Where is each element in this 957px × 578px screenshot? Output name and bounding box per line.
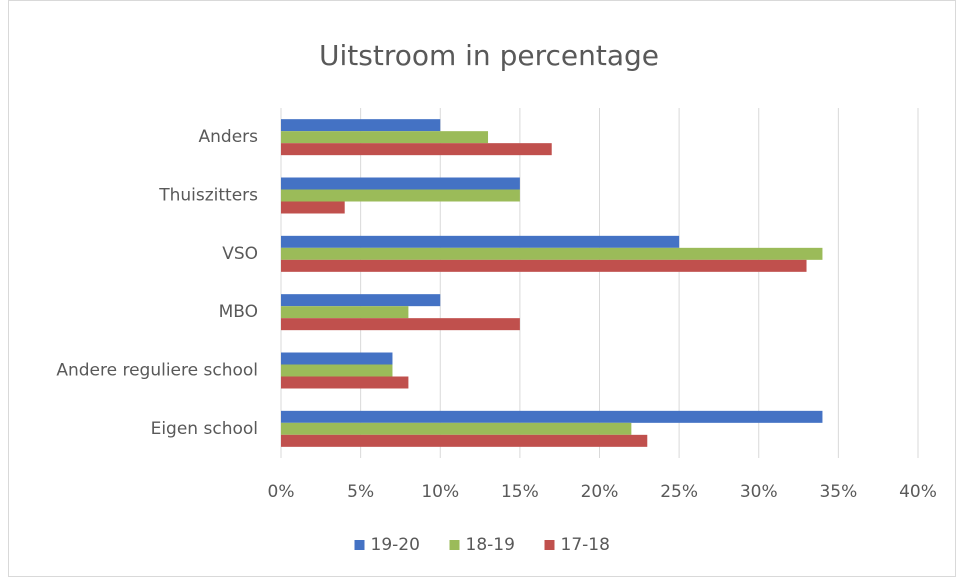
x-tick-label: 20% [581, 482, 619, 502]
chart-frame [8, 0, 956, 577]
bar [281, 376, 409, 389]
bar [281, 177, 520, 190]
legend-swatch [354, 540, 365, 550]
x-tick-label: 40% [899, 482, 937, 502]
bar [281, 364, 393, 377]
x-tick-label: 25% [660, 482, 698, 502]
bar [281, 131, 489, 144]
bar [281, 410, 823, 423]
bar [281, 247, 823, 260]
legend-label: 19-20 [371, 535, 420, 555]
bar [281, 235, 680, 248]
bar [281, 119, 441, 132]
x-tick-label: 10% [421, 482, 459, 502]
y-tick-label: Eigen school [151, 419, 258, 439]
x-tick-label: 35% [819, 482, 857, 502]
x-tick-label: 5% [347, 482, 374, 502]
y-tick-label: Andere reguliere school [56, 361, 258, 381]
y-tick-label: MBO [219, 302, 258, 322]
bar [281, 294, 441, 307]
bar [281, 259, 807, 272]
bar [281, 189, 520, 202]
bar [281, 306, 409, 319]
legend-swatch [449, 540, 460, 550]
bar [281, 318, 520, 331]
y-tick-label: Anders [199, 127, 259, 147]
x-tick-label: 0% [268, 482, 295, 502]
bar [281, 201, 345, 214]
chart-title: Uitstroom in percentage [319, 39, 659, 72]
y-tick-label: VSO [222, 244, 258, 264]
x-tick-label: 30% [740, 482, 778, 502]
legend-swatch [544, 540, 555, 550]
bar [281, 434, 648, 447]
bar [281, 352, 393, 365]
bar [281, 143, 552, 156]
legend-label: 17-18 [561, 535, 610, 555]
y-tick-label: Thuiszitters [158, 186, 258, 206]
bar [281, 422, 632, 435]
x-tick-label: 15% [501, 482, 539, 502]
legend-label: 18-19 [466, 535, 515, 555]
